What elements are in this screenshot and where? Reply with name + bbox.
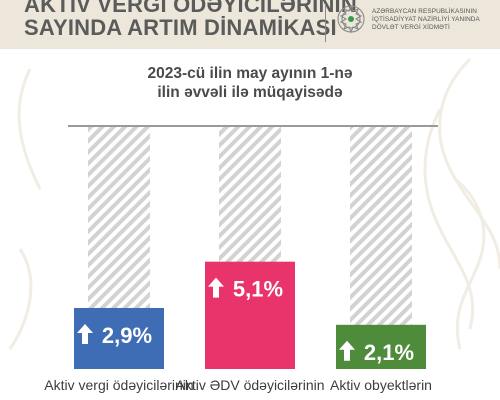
bar-1 <box>74 307 164 369</box>
category-label-1: Aktiv vergi ödəyicilərinin <box>44 377 194 393</box>
chart-top-rule <box>68 125 438 127</box>
chart-subtitle-line-1: 2023-cü ilin may ayının 1-nə <box>147 65 353 82</box>
header-banner: AKTİV VERGİ ÖDƏYİCİLƏRİNİN SAYINDA ARTIM… <box>0 0 500 49</box>
background-ornament <box>8 57 500 350</box>
arrow-up-icon <box>77 323 93 344</box>
page-title-line-1: AKTİV VERGİ ÖDƏYİCİLƏRİNİN <box>24 0 357 17</box>
bar-2 <box>205 261 295 369</box>
emblem-icon <box>337 4 365 34</box>
bar-value-label-1: 2,9% <box>102 323 152 348</box>
category-label-3: Aktiv obyektlərin <box>330 377 432 393</box>
bar-value-label-2: 5,1% <box>233 277 283 302</box>
chart-subtitle-line-2: ilin əvvəli ilə müqayisədə <box>157 84 343 101</box>
page-title: AKTİV VERGİ ÖDƏYİCİLƏRİNİN SAYINDA ARTIM… <box>24 0 357 40</box>
page-title-line-2: SAYINDA ARTIM DİNAMİKASI <box>24 15 337 40</box>
arrow-up-icon <box>208 277 224 298</box>
category-label-2: Aktiv ƏDV ödəyicilərinin <box>175 377 325 393</box>
header-divider <box>325 4 326 42</box>
chart-subtitle: 2023-cü ilin may ayının 1-nə ilin əvvəli… <box>70 64 430 102</box>
arrow-up-icon <box>339 340 355 361</box>
org-line-3: DÖVLƏT VERGİ XİDMƏTİ <box>372 24 450 31</box>
org-line-2: İQTİSADİYYAT NAZİRLİYİ YANINDA <box>372 16 480 23</box>
organization-name: AZƏRBAYCAN RESPUBLİKASININ İQTİSADİYYAT … <box>372 8 498 32</box>
bar-value-label-3: 2,1% <box>364 340 414 365</box>
org-line-1: AZƏRBAYCAN RESPUBLİKASININ <box>372 8 477 15</box>
